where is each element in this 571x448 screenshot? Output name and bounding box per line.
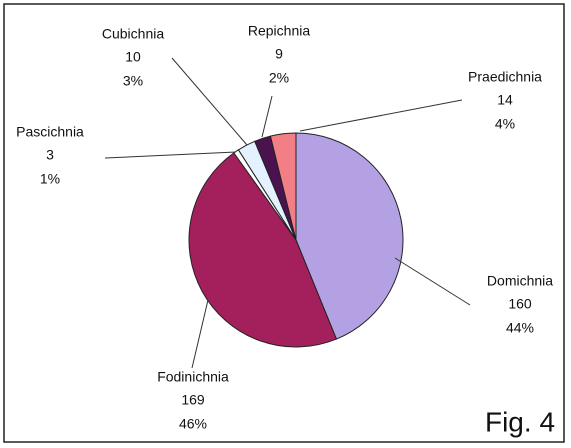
slice-value: 14 [497,92,513,108]
slice-value: 160 [508,296,532,312]
leader-line [171,57,248,146]
slice-percent: 1% [40,171,60,187]
slice-name: Repichnia [248,23,310,39]
pie-slice [269,132,297,241]
leader-line [104,151,237,159]
leader-line [191,299,209,369]
figure-label: Fig. 4 [485,406,555,437]
leader-line [299,99,463,132]
pie-slice [295,132,404,340]
slice-percent: 46% [179,416,207,432]
slice-name: Domichnia [487,273,553,289]
slice-value: 9 [275,46,283,62]
slice-name: Cubichnia [102,26,164,42]
slice-name: Praedichnia [468,69,542,85]
slice-value: 169 [181,392,205,408]
slice-value: 3 [46,147,54,163]
slice-percent: 4% [495,116,515,132]
pie-slice [188,152,338,348]
slice-percent: 44% [506,320,534,336]
slice-percent: 2% [269,70,289,86]
slice-name: Pascichnia [16,124,84,140]
leader-line [394,257,471,306]
slice-percent: 3% [123,73,143,89]
slice-name: Fodinichnia [157,369,229,385]
slice-value: 10 [125,49,141,65]
leader-line [261,95,273,138]
